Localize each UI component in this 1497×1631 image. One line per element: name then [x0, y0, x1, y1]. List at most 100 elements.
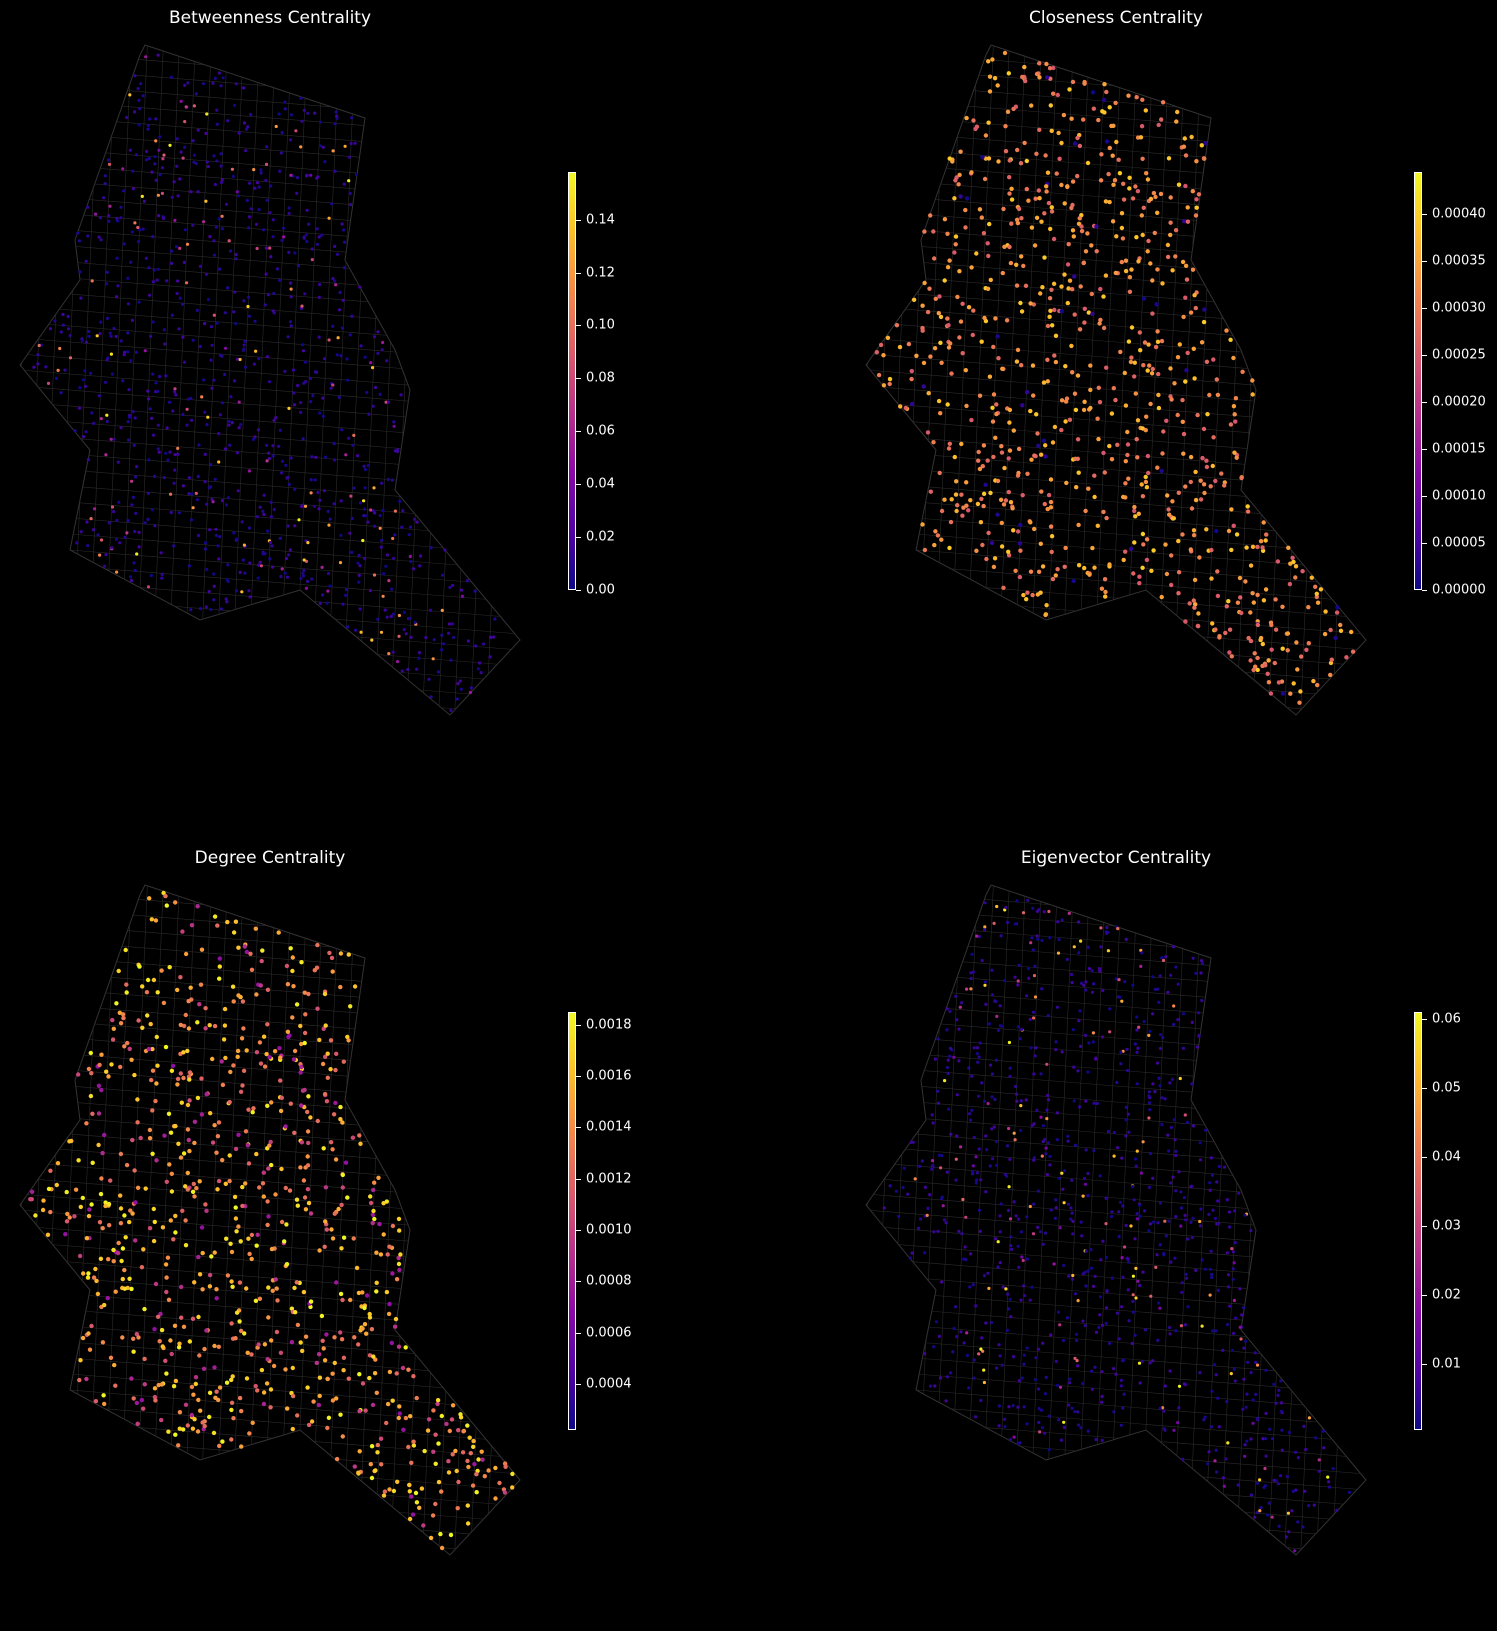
network-node [987, 221, 992, 227]
street-edge [1299, 885, 1331, 1555]
network-node [299, 1103, 304, 1108]
street-edge [866, 1049, 1366, 1091]
network-node [394, 1277, 400, 1282]
network-node [151, 977, 157, 983]
network-node [902, 1166, 906, 1170]
network-node [260, 948, 265, 953]
network-node [100, 1150, 105, 1156]
network-node [502, 1490, 508, 1495]
network-node [189, 190, 193, 194]
network-node [932, 256, 937, 261]
network-node [979, 1178, 983, 1182]
network-node [450, 622, 454, 626]
network-node [137, 300, 141, 304]
network-node [372, 1216, 377, 1222]
network-node [1158, 1201, 1163, 1205]
network-node [311, 393, 315, 398]
network-node [407, 533, 411, 537]
street-edge [453, 45, 485, 715]
street-edge [20, 1545, 520, 1555]
network-node [242, 86, 246, 90]
network-node [291, 368, 296, 372]
network-node [1049, 287, 1054, 292]
network-node [292, 1285, 297, 1291]
network-node [127, 415, 132, 419]
network-node [186, 999, 191, 1004]
network-node [118, 1193, 123, 1198]
network-node [922, 229, 927, 234]
network-node [998, 1230, 1002, 1234]
network-node [1226, 528, 1232, 534]
network-node [1099, 152, 1104, 157]
network-node [278, 1350, 284, 1355]
network-node [223, 1181, 228, 1186]
network-node [1134, 437, 1139, 442]
network-node [1037, 127, 1042, 132]
network-node [1013, 1084, 1018, 1089]
network-node [1215, 593, 1221, 599]
network-node [440, 608, 444, 613]
network-node [443, 548, 447, 552]
street-edge [293, 45, 325, 715]
network-node [1197, 555, 1202, 560]
network-node [1008, 500, 1014, 505]
network-node [231, 1416, 236, 1421]
network-node [1040, 1154, 1044, 1158]
network-node [1006, 1292, 1010, 1296]
network-node [1105, 926, 1109, 930]
network-node [210, 386, 214, 390]
network-node [475, 1468, 480, 1474]
network-node [1167, 512, 1172, 517]
network-node [135, 1097, 140, 1102]
network-node [131, 495, 135, 499]
network-node [203, 547, 208, 551]
network-node [241, 1026, 246, 1031]
network-node [390, 1398, 395, 1403]
network-node [55, 1161, 61, 1166]
network-node [1124, 1105, 1128, 1109]
network-node [1017, 963, 1021, 967]
network-node [503, 1464, 508, 1469]
network-node [381, 508, 385, 513]
network-node [171, 409, 175, 413]
network-node [1015, 899, 1019, 903]
network-node [164, 1275, 169, 1280]
network-node [340, 1172, 345, 1178]
network-node [1150, 366, 1155, 372]
network-node [1207, 1212, 1211, 1216]
network-node [1225, 1400, 1229, 1404]
network-node [232, 1194, 238, 1200]
network-node [1120, 999, 1124, 1003]
network-node [108, 204, 112, 208]
network-node [958, 1005, 962, 1009]
network-node [1070, 370, 1075, 375]
network-node [411, 1374, 416, 1379]
network-node [364, 1331, 369, 1336]
network-node [224, 202, 229, 206]
network-node [381, 1493, 387, 1498]
network-node [1287, 581, 1293, 587]
network-node [1137, 574, 1142, 579]
network-node [229, 1400, 235, 1405]
network-node [80, 1195, 86, 1201]
street-edge [1283, 885, 1315, 1555]
network-node [331, 1112, 337, 1117]
network-node [1180, 1281, 1184, 1285]
network-node [123, 535, 127, 540]
network-node [196, 128, 200, 132]
street-edge [1011, 45, 1043, 715]
network-node [1073, 1292, 1078, 1296]
network-node [254, 349, 258, 353]
network-node [54, 1182, 59, 1188]
network-node [372, 335, 377, 339]
network-node [1049, 534, 1055, 539]
network-node [446, 1459, 451, 1464]
network-node [1303, 1489, 1307, 1493]
network-node [1037, 196, 1042, 201]
network-node [1136, 1046, 1140, 1050]
network-node [432, 638, 436, 642]
network-node [343, 240, 347, 244]
network-node [363, 486, 367, 490]
network-node [178, 1071, 183, 1076]
network-node [1105, 1289, 1109, 1294]
